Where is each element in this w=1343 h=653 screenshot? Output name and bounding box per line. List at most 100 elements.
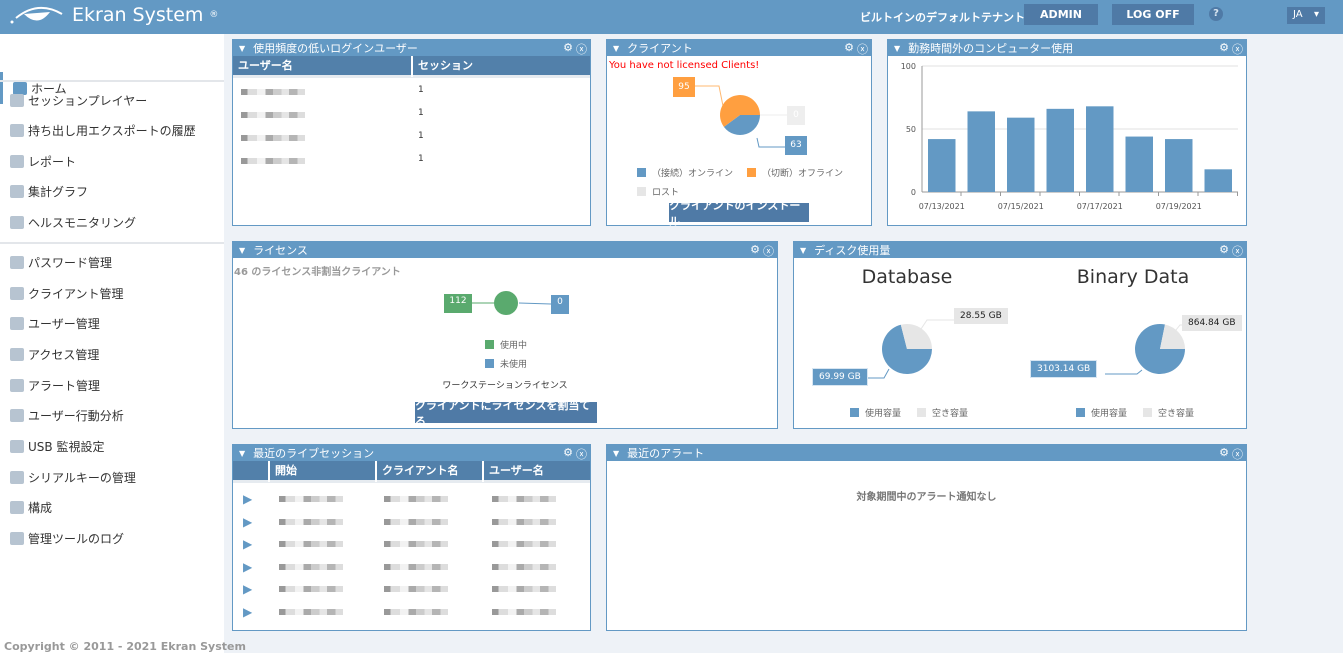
sidebar-item[interactable]: 構成 bbox=[10, 499, 52, 516]
table-row[interactable]: ▶ bbox=[233, 514, 590, 529]
sidebar-item[interactable]: 集計グラフ bbox=[10, 183, 88, 200]
panel-header[interactable]: ▼ クライアント ⚙ ⓧ bbox=[607, 40, 871, 56]
sidebar-item[interactable]: クライアント管理 bbox=[10, 285, 124, 302]
logoff-button[interactable]: LOG OFF bbox=[1112, 4, 1194, 25]
unlicensed-warning: You have not licensed Clients! bbox=[609, 60, 760, 71]
menu-icon bbox=[10, 532, 24, 545]
col-sessions[interactable]: セッション bbox=[418, 58, 473, 72]
legend-in-use[interactable]: 使用中 bbox=[500, 341, 528, 351]
legend-free[interactable]: 空き容量 bbox=[932, 409, 969, 419]
gear-icon[interactable]: ⚙ bbox=[1219, 41, 1229, 54]
bar[interactable] bbox=[1204, 169, 1233, 192]
panel-header[interactable]: ▼ 最近のライブセッション ⚙ ⓧ bbox=[233, 445, 590, 461]
collapse-icon[interactable]: ▼ bbox=[894, 43, 901, 53]
offline-slice[interactable] bbox=[720, 94, 760, 127]
table-row[interactable]: 1 bbox=[241, 85, 424, 95]
install-client-button[interactable]: クライアントのインストール bbox=[669, 199, 809, 228]
legend-unused[interactable]: 未使用 bbox=[500, 360, 528, 370]
expand-arrow-icon[interactable]: ▶ bbox=[243, 492, 253, 506]
bar[interactable] bbox=[1007, 117, 1035, 192]
panel-header[interactable]: ▼ ディスク使用量 ⚙ ⓧ bbox=[794, 242, 1246, 258]
table-row[interactable]: ▶ bbox=[233, 559, 590, 574]
panel-header[interactable]: ▼ 勤務時間外のコンピューター使用 ⚙ ⓧ bbox=[888, 40, 1246, 56]
close-icon[interactable]: ⓧ bbox=[1232, 43, 1243, 56]
table-row[interactable]: 1 bbox=[241, 108, 424, 118]
gear-icon[interactable]: ⚙ bbox=[1219, 243, 1229, 256]
expand-arrow-icon[interactable]: ▶ bbox=[243, 604, 253, 619]
sidebar-item[interactable]: 持ち出し用エクスポートの履歴 bbox=[10, 122, 196, 139]
legend-offline[interactable]: （切断）オフライン bbox=[762, 169, 844, 179]
table-row[interactable]: 1 bbox=[241, 154, 424, 164]
online-slice[interactable] bbox=[723, 115, 760, 135]
bar[interactable] bbox=[1125, 136, 1154, 192]
divider bbox=[0, 80, 224, 82]
table-row[interactable]: ▶ bbox=[233, 492, 590, 506]
gear-icon[interactable]: ⚙ bbox=[1219, 446, 1229, 459]
assign-license-button[interactable]: クライアントにライセンスを割当てる bbox=[415, 399, 597, 428]
table-row[interactable]: ▶ bbox=[233, 582, 590, 596]
free-slice[interactable] bbox=[900, 324, 932, 349]
sidebar-item[interactable]: パスワード管理 bbox=[10, 254, 112, 271]
expand-arrow-icon[interactable]: ▶ bbox=[243, 582, 253, 596]
sidebar-item[interactable]: アラート管理 bbox=[10, 377, 100, 394]
legend-free[interactable]: 空き容量 bbox=[1158, 409, 1195, 419]
col-username[interactable]: ユーザー名 bbox=[233, 54, 413, 77]
col-client[interactable]: クライアント名 bbox=[377, 459, 484, 482]
collapse-icon[interactable]: ▼ bbox=[613, 448, 620, 458]
table-row[interactable]: ▶ bbox=[233, 604, 590, 619]
expand-arrow-icon[interactable]: ▶ bbox=[243, 559, 253, 574]
sidebar-item[interactable]: レポート bbox=[10, 153, 76, 170]
sidebar-item[interactable]: 管理ツールのログ bbox=[10, 530, 124, 547]
gear-icon[interactable]: ⚙ bbox=[750, 243, 760, 256]
sidebar-item[interactable]: ヘルスモニタリング bbox=[10, 214, 136, 231]
close-icon[interactable]: ⓧ bbox=[763, 245, 774, 258]
table-row[interactable]: 1 bbox=[241, 131, 424, 141]
panel-header[interactable]: ▼ ライセンス ⚙ ⓧ bbox=[233, 242, 777, 258]
license-panel: ▼ ライセンス ⚙ ⓧ 46 のライセンス非割当クライアント 112 0 使用中 未使… bbox=[232, 241, 778, 429]
admin-button[interactable]: ADMIN bbox=[1024, 4, 1098, 25]
collapse-icon[interactable]: ▼ bbox=[613, 43, 620, 53]
collapse-icon[interactable]: ▼ bbox=[239, 245, 246, 255]
sidebar-item-home[interactable]: ホーム bbox=[0, 72, 224, 104]
bar[interactable] bbox=[967, 111, 996, 192]
bar[interactable] bbox=[1046, 108, 1075, 192]
used-slice[interactable] bbox=[882, 324, 932, 374]
collapse-icon[interactable]: ▼ bbox=[800, 245, 807, 255]
sidebar-item[interactable]: セッションプレイヤー bbox=[10, 92, 147, 109]
close-icon[interactable]: ⓧ bbox=[1232, 245, 1243, 258]
close-icon[interactable]: ⓧ bbox=[576, 448, 587, 461]
language-select[interactable]: JA ▾ bbox=[1287, 7, 1325, 24]
sidebar-item[interactable]: ユーザー管理 bbox=[10, 315, 100, 332]
sidebar-item[interactable]: USB 監視設定 bbox=[10, 438, 104, 455]
expand-arrow-icon[interactable]: ▶ bbox=[243, 537, 253, 551]
close-icon[interactable]: ⓧ bbox=[857, 43, 868, 56]
bar[interactable] bbox=[1165, 139, 1193, 192]
legend-online[interactable]: （接続）オンライン bbox=[652, 169, 734, 179]
collapse-icon[interactable]: ▼ bbox=[239, 448, 246, 458]
sidebar-item[interactable]: ユーザー行動分析 bbox=[10, 407, 124, 424]
disk-chart-title: Database bbox=[861, 266, 953, 288]
collapse-icon[interactable]: ▼ bbox=[239, 43, 246, 53]
help-icon[interactable]: ? bbox=[1209, 7, 1223, 21]
sidebar-item[interactable]: シリアルキーの管理 bbox=[10, 469, 136, 486]
gear-icon[interactable]: ⚙ bbox=[563, 41, 573, 54]
gear-icon[interactable]: ⚙ bbox=[844, 41, 854, 54]
legend-used[interactable]: 使用容量 bbox=[865, 409, 902, 419]
bar[interactable] bbox=[928, 139, 956, 192]
close-icon[interactable]: ⓧ bbox=[1232, 448, 1243, 461]
gear-icon[interactable]: ⚙ bbox=[563, 446, 573, 459]
lost-label: 0 bbox=[787, 106, 805, 125]
logo[interactable]: Ekran System ® bbox=[10, 4, 218, 26]
free-slice[interactable] bbox=[1160, 324, 1185, 349]
sidebar-item[interactable]: アクセス管理 bbox=[10, 346, 99, 363]
bar[interactable] bbox=[1086, 106, 1114, 192]
col-user[interactable]: ユーザー名 bbox=[489, 463, 544, 477]
expand-arrow-icon[interactable]: ▶ bbox=[243, 514, 253, 529]
close-icon[interactable]: ⓧ bbox=[576, 43, 587, 56]
legend-lost[interactable]: ロスト bbox=[652, 188, 680, 198]
panel-header[interactable]: ▼ 最近のアラート ⚙ ⓧ bbox=[607, 445, 1246, 461]
col-start[interactable]: 開始 bbox=[270, 459, 377, 482]
panel-header[interactable]: ▼ 使用頻度の低いログインユーザー ⚙ ⓧ bbox=[233, 40, 590, 56]
table-row[interactable]: ▶ bbox=[233, 537, 590, 551]
legend-used[interactable]: 使用容量 bbox=[1091, 409, 1128, 419]
